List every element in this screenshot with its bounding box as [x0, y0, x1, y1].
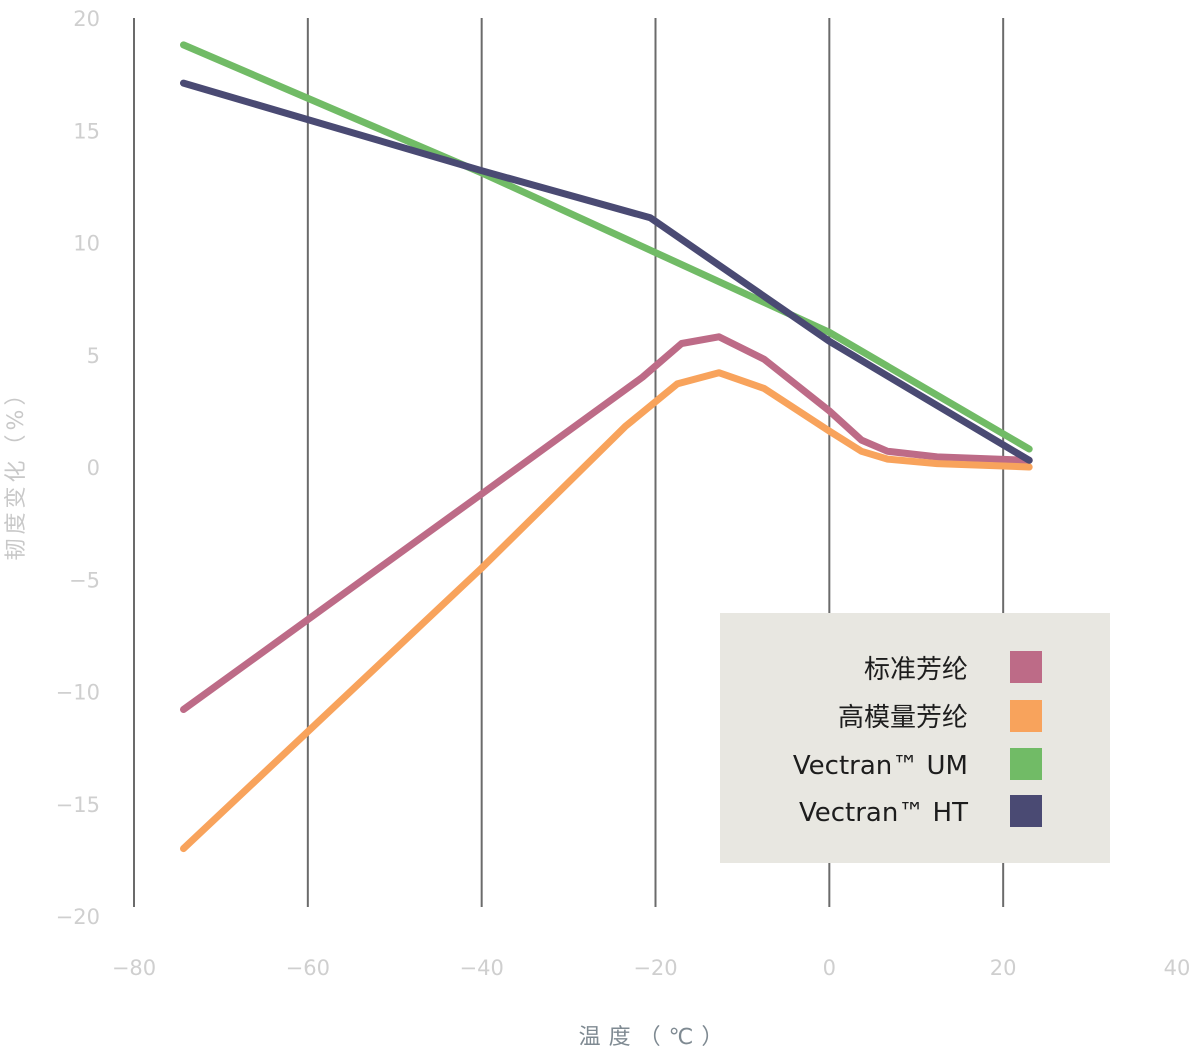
series-line-3 [180, 79, 1033, 464]
y-tick-label: −10 [56, 681, 100, 705]
x-tick-label: 20 [990, 956, 1017, 980]
x-axis-title: 温度（℃） [579, 1025, 732, 1050]
legend-swatch [1010, 748, 1042, 780]
y-tick-label: 20 [73, 7, 100, 31]
x-tick-label: 0 [823, 956, 836, 980]
legend-item-3: Vectran™ HT [799, 795, 1042, 828]
legend-box [720, 613, 1110, 863]
y-tick-label: 10 [73, 232, 100, 256]
series-line-0 [180, 333, 1033, 713]
legend-label: Vectran™ HT [799, 798, 968, 828]
y-axis-ticks: 20 15 10 5 0 −5 −10 −15 −20 [56, 7, 100, 929]
y-tick-label: 0 [87, 456, 100, 480]
series-line-1 [180, 369, 1033, 853]
legend-swatch [1010, 795, 1042, 827]
y-tick-label: 15 [73, 119, 100, 143]
series-lines [180, 41, 1033, 853]
y-tick-label: 5 [87, 344, 100, 368]
x-axis-ticks: −80 −60 −40 −20 0 20 40 [112, 956, 1191, 980]
legend: 标准芳纶 高模量芳纶 Vectran™ UM Vectran™ HT [720, 613, 1110, 863]
x-tick-label: −20 [633, 956, 677, 980]
series-line-2 [180, 41, 1033, 453]
legend-item-2: Vectran™ UM [793, 748, 1042, 781]
legend-label: 高模量芳纶 [838, 703, 968, 733]
legend-item-1: 高模量芳纶 [838, 700, 1042, 733]
legend-item-0: 标准芳纶 [864, 651, 1042, 685]
legend-swatch [1010, 700, 1042, 732]
x-tick-label: −60 [286, 956, 330, 980]
y-tick-label: −20 [56, 905, 100, 929]
y-axis-title: 韧度变化（%） [4, 380, 29, 561]
y-tick-label: −15 [56, 793, 100, 817]
x-tick-label: 40 [1164, 956, 1191, 980]
x-tick-label: −80 [112, 956, 156, 980]
y-tick-label: −5 [69, 568, 100, 592]
legend-label: 标准芳纶 [864, 655, 968, 685]
legend-label: Vectran™ UM [793, 751, 968, 781]
legend-swatch [1010, 651, 1042, 683]
x-tick-label: −40 [460, 956, 504, 980]
